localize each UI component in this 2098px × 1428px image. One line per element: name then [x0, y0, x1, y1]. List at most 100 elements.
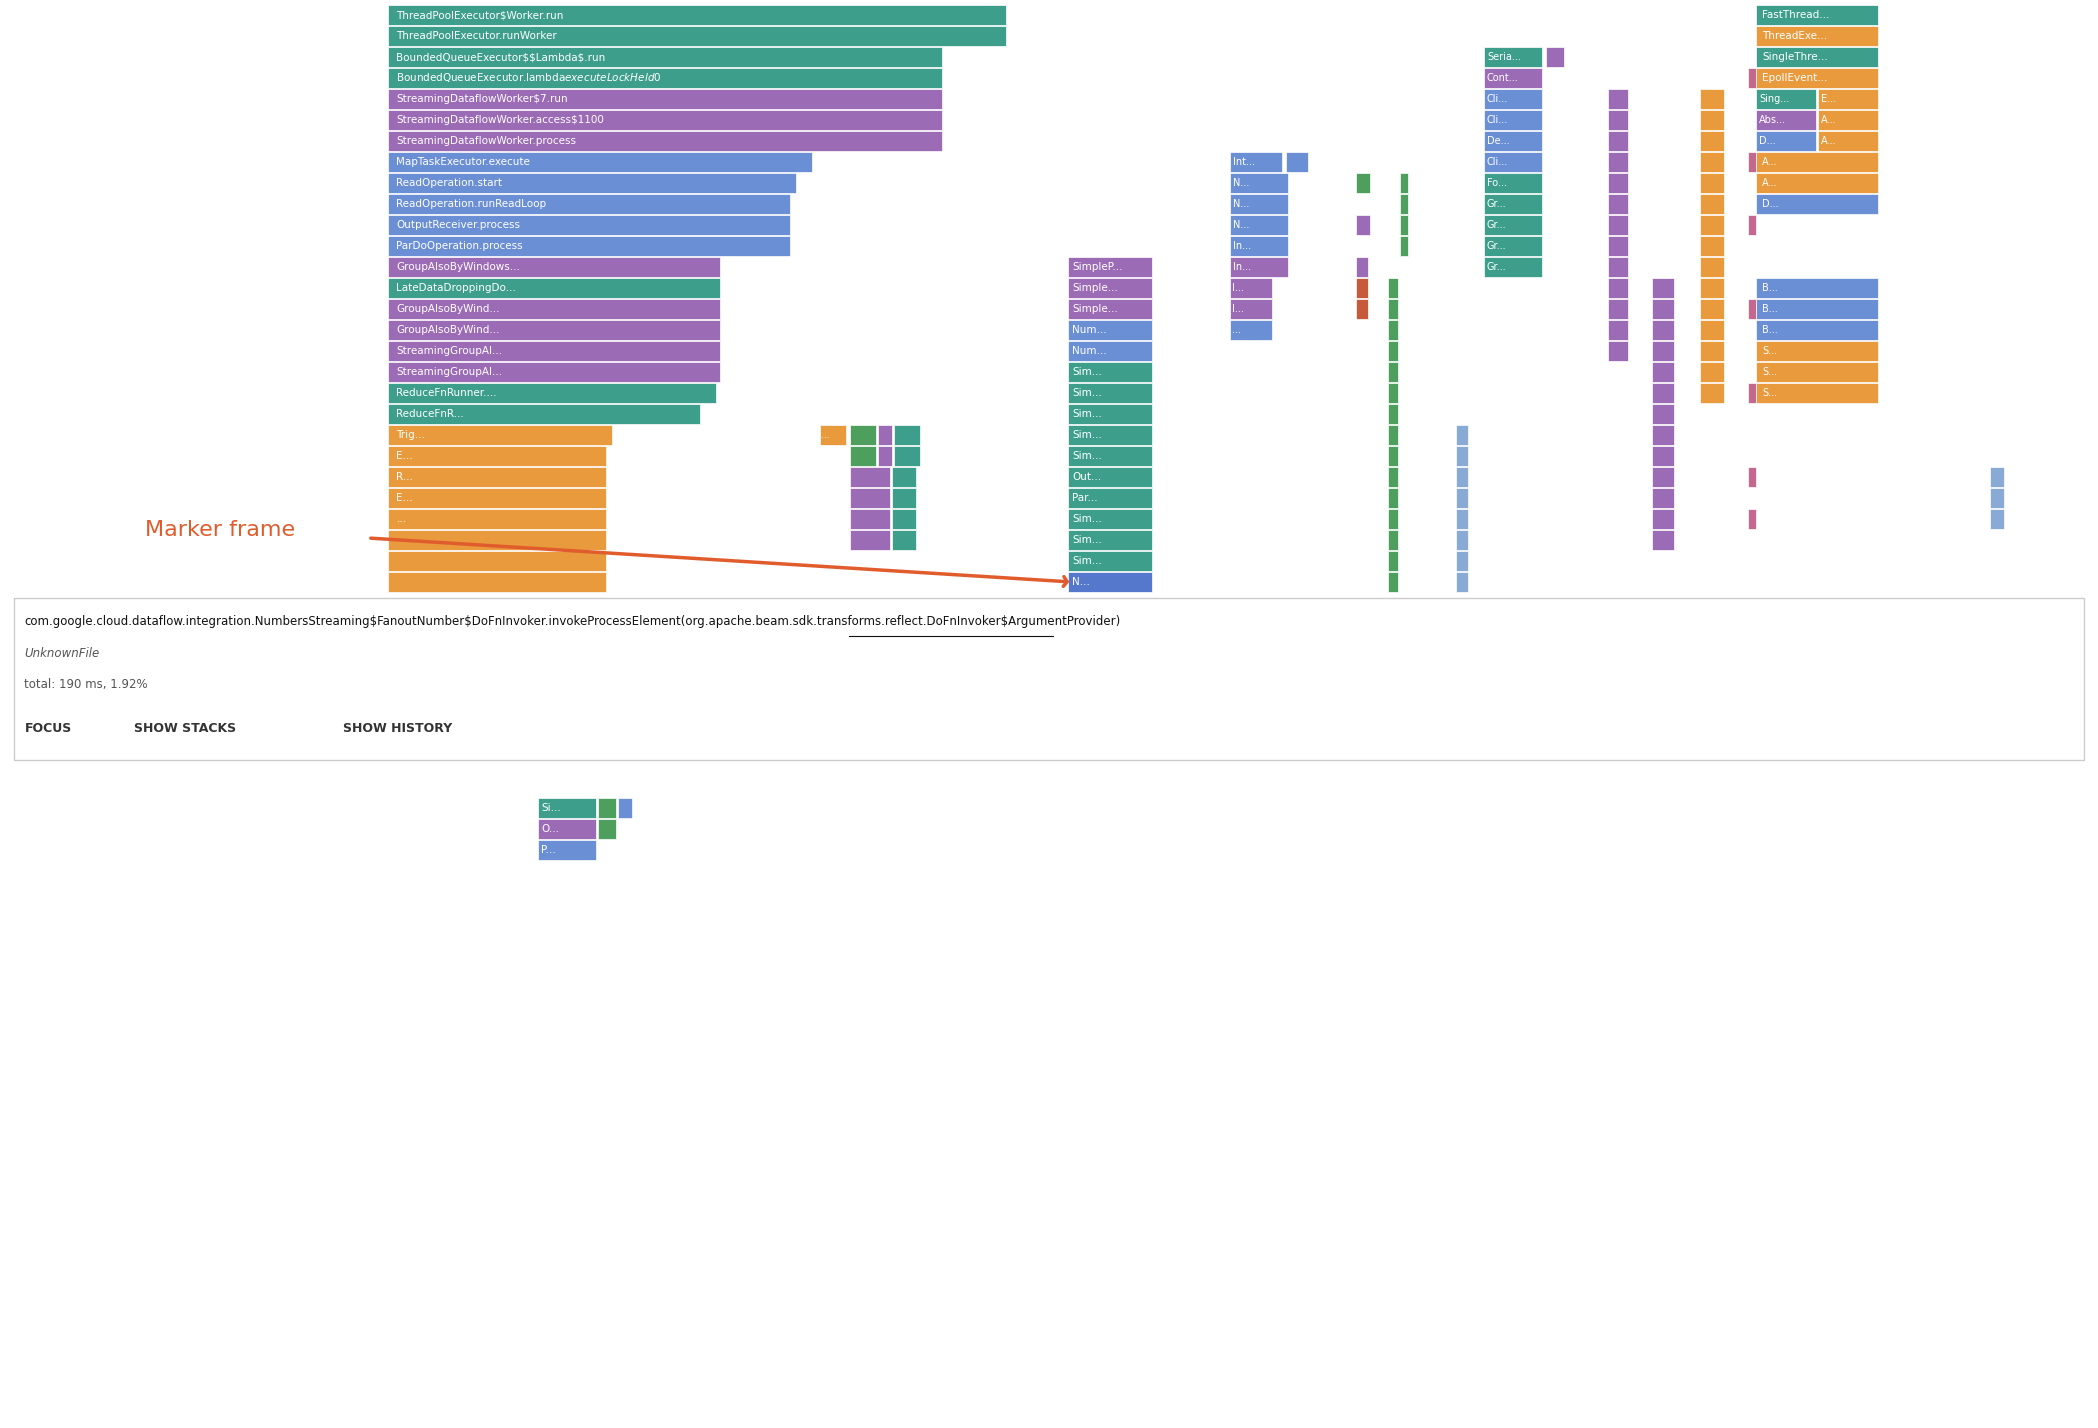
Bar — [388, 573, 606, 593]
Bar — [1699, 257, 1725, 277]
Bar — [1068, 530, 1152, 550]
Text: Num...: Num... — [1072, 326, 1108, 336]
Bar — [1456, 426, 1469, 446]
Bar — [1756, 173, 1878, 193]
Bar — [1699, 341, 1725, 361]
Bar — [1456, 508, 1469, 528]
Text: GroupAlsoByWind...: GroupAlsoByWind... — [397, 326, 499, 336]
Bar — [388, 383, 715, 403]
Bar — [388, 278, 720, 298]
Text: BoundedQueueExecutor.lambda$executeLockHeld$0: BoundedQueueExecutor.lambda$executeLockH… — [397, 71, 661, 84]
Bar — [1068, 278, 1152, 298]
Bar — [388, 446, 606, 466]
Text: I...: I... — [1232, 304, 1244, 314]
Text: ...: ... — [1232, 326, 1242, 336]
Text: SimpleP...: SimpleP... — [1072, 261, 1122, 271]
Bar — [1819, 131, 1878, 151]
Text: Sing...: Sing... — [1758, 94, 1790, 104]
Text: S...: S... — [1762, 388, 1777, 398]
Bar — [1607, 257, 1628, 277]
Bar — [1748, 383, 1756, 403]
Bar — [1699, 383, 1725, 403]
Bar — [388, 320, 720, 340]
Bar — [1699, 194, 1725, 214]
Bar — [388, 47, 942, 67]
Text: N...: N... — [1234, 198, 1248, 208]
Text: FastThread...: FastThread... — [1762, 10, 1829, 20]
Text: MapTaskExecutor.execute: MapTaskExecutor.execute — [397, 157, 531, 167]
Bar — [388, 89, 942, 109]
Text: B...: B... — [1762, 304, 1777, 314]
Text: Cont...: Cont... — [1487, 73, 1519, 83]
Bar — [1068, 341, 1152, 361]
Text: Simple...: Simple... — [1072, 304, 1118, 314]
Bar — [1699, 363, 1725, 383]
Text: Abs...: Abs... — [1758, 116, 1785, 126]
Bar — [892, 467, 917, 487]
Text: ReadOperation.runReadLoop: ReadOperation.runReadLoop — [397, 198, 545, 208]
Text: S...: S... — [1762, 367, 1777, 377]
FancyBboxPatch shape — [15, 598, 2083, 760]
Bar — [1389, 573, 1397, 593]
Bar — [1756, 131, 1817, 151]
Bar — [1699, 151, 1725, 171]
Bar — [1068, 404, 1152, 424]
Text: StreamingDataflowWorker.process: StreamingDataflowWorker.process — [397, 136, 577, 146]
Bar — [1756, 383, 1878, 403]
Bar — [1068, 467, 1152, 487]
Text: In...: In... — [1234, 261, 1250, 271]
Bar — [1651, 383, 1674, 403]
Bar — [1651, 298, 1674, 318]
Text: Int...: Int... — [1234, 157, 1255, 167]
Bar — [1389, 426, 1397, 446]
Bar — [1607, 110, 1628, 130]
Bar — [1229, 278, 1271, 298]
Text: Seria...: Seria... — [1487, 51, 1521, 61]
Bar — [1389, 363, 1397, 383]
Bar — [1991, 488, 2004, 508]
Bar — [1389, 551, 1397, 571]
Bar — [1389, 320, 1397, 340]
Text: StreamingGroupAl...: StreamingGroupAl... — [397, 346, 504, 356]
Text: Gr...: Gr... — [1487, 198, 1506, 208]
Bar — [1651, 278, 1674, 298]
Bar — [1355, 216, 1370, 236]
Text: Out...: Out... — [1072, 473, 1101, 483]
Bar — [1399, 173, 1408, 193]
Bar — [1991, 508, 2004, 528]
Bar — [892, 508, 917, 528]
Bar — [1068, 446, 1152, 466]
Bar — [1389, 278, 1397, 298]
Text: LateDataDroppingDo...: LateDataDroppingDo... — [397, 283, 516, 293]
Text: SHOW STACKS: SHOW STACKS — [134, 723, 235, 735]
Bar — [1991, 467, 2004, 487]
Bar — [1229, 236, 1288, 256]
Bar — [1607, 320, 1628, 340]
Text: A...: A... — [1762, 178, 1777, 188]
Bar — [850, 488, 890, 508]
Bar — [1607, 194, 1628, 214]
Bar — [1651, 446, 1674, 466]
Bar — [1389, 341, 1397, 361]
Bar — [1756, 341, 1878, 361]
Text: ...: ... — [397, 514, 407, 524]
Text: SHOW HISTORY: SHOW HISTORY — [344, 723, 453, 735]
Bar — [1483, 131, 1542, 151]
Bar — [1389, 298, 1397, 318]
Bar — [1756, 298, 1878, 318]
Text: GroupAlsoByWindows...: GroupAlsoByWindows... — [397, 261, 520, 271]
Bar — [892, 530, 917, 550]
Text: B...: B... — [1762, 283, 1777, 293]
Text: E...: E... — [1821, 94, 1836, 104]
Bar — [1399, 194, 1408, 214]
Bar — [537, 840, 596, 860]
Bar — [1819, 110, 1878, 130]
Bar — [820, 426, 845, 446]
Bar — [1699, 236, 1725, 256]
Bar — [388, 363, 720, 383]
Bar — [1068, 383, 1152, 403]
Text: Sim...: Sim... — [1072, 536, 1101, 545]
Bar — [1456, 467, 1469, 487]
Bar — [388, 151, 812, 171]
Text: In...: In... — [1234, 241, 1250, 251]
